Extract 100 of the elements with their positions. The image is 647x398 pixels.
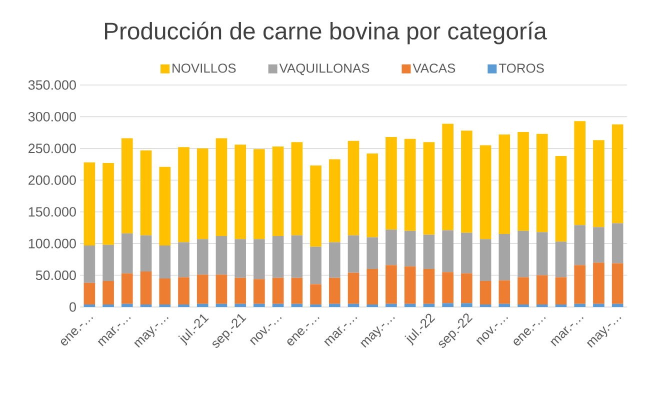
bar [423, 142, 435, 235]
bar [121, 304, 133, 307]
bar [291, 304, 303, 307]
bar [461, 273, 472, 304]
bar [102, 244, 114, 281]
bar [593, 262, 604, 304]
legend-label: NOVILLOS [172, 64, 236, 73]
bar [386, 304, 397, 307]
bar [366, 154, 378, 238]
bar [140, 235, 152, 272]
bar [423, 304, 435, 307]
bar [366, 237, 378, 269]
bar [574, 225, 586, 266]
bar [480, 239, 492, 281]
bar [102, 280, 114, 304]
bar [498, 134, 510, 234]
bar [593, 227, 604, 263]
bar [328, 278, 340, 304]
bar [348, 304, 360, 307]
bar [84, 162, 96, 246]
bar [555, 277, 567, 304]
bar [84, 245, 96, 283]
bar [555, 304, 567, 307]
bar [102, 163, 114, 245]
legend-label: TOROS [498, 64, 544, 73]
bar [234, 144, 246, 240]
bar [386, 137, 397, 230]
bar [386, 230, 397, 266]
y-tick-label: 250.000 [28, 144, 76, 154]
bar [612, 223, 624, 264]
bar [254, 279, 265, 304]
bar [84, 282, 96, 304]
bar [593, 140, 604, 228]
y-tick-label: 100.000 [28, 238, 76, 248]
bar [310, 246, 322, 284]
bar [442, 230, 454, 272]
y-tick-label: 150.000 [28, 207, 76, 217]
bar [404, 230, 416, 266]
bar [574, 265, 586, 304]
bar [178, 277, 190, 304]
bar [272, 304, 284, 307]
bar [121, 233, 133, 274]
bar [216, 304, 228, 307]
bar [291, 235, 303, 278]
bar [536, 304, 548, 307]
bar [348, 272, 360, 304]
y-tick-label: 0 [70, 302, 76, 312]
bar [159, 245, 171, 278]
bar [555, 242, 567, 278]
bar [178, 147, 190, 242]
bar [140, 271, 152, 304]
bar [555, 156, 567, 242]
bar [480, 280, 492, 304]
bar [442, 124, 454, 230]
bar [291, 278, 303, 304]
bar [498, 280, 510, 304]
bar [254, 304, 265, 307]
bar [386, 265, 397, 304]
bar [574, 304, 586, 307]
bar [442, 272, 454, 304]
legend-label: VAQUILLONAS [279, 64, 370, 76]
bar [536, 134, 548, 232]
bar [518, 304, 529, 307]
bar [196, 304, 208, 307]
bar [234, 239, 246, 278]
bar [423, 268, 435, 304]
bar [536, 275, 548, 304]
bar [461, 303, 472, 307]
bar [366, 304, 378, 307]
bar [328, 304, 340, 307]
y-tick-label: 350.000 [28, 80, 76, 90]
bar [196, 148, 208, 240]
bar [612, 304, 624, 307]
bar [404, 304, 416, 307]
bar [366, 268, 378, 304]
legend-label: VACAS [412, 64, 456, 73]
bar [310, 284, 322, 304]
bar [121, 273, 133, 304]
bar [254, 239, 265, 280]
bar [404, 138, 416, 231]
bar [593, 304, 604, 307]
bar [234, 304, 246, 307]
bar [216, 274, 228, 304]
bar [272, 278, 284, 304]
bar [196, 239, 208, 275]
bar [159, 278, 171, 304]
bar [216, 236, 228, 275]
bar [234, 278, 246, 304]
bar [140, 304, 152, 307]
bar [291, 142, 303, 236]
bar [518, 230, 529, 278]
bar [461, 130, 472, 233]
bar [254, 149, 265, 240]
bar [178, 242, 190, 278]
bar [404, 266, 416, 304]
bar [536, 232, 548, 276]
bar [121, 138, 133, 234]
bar [159, 304, 171, 307]
bar [272, 236, 284, 278]
bar [480, 304, 492, 307]
